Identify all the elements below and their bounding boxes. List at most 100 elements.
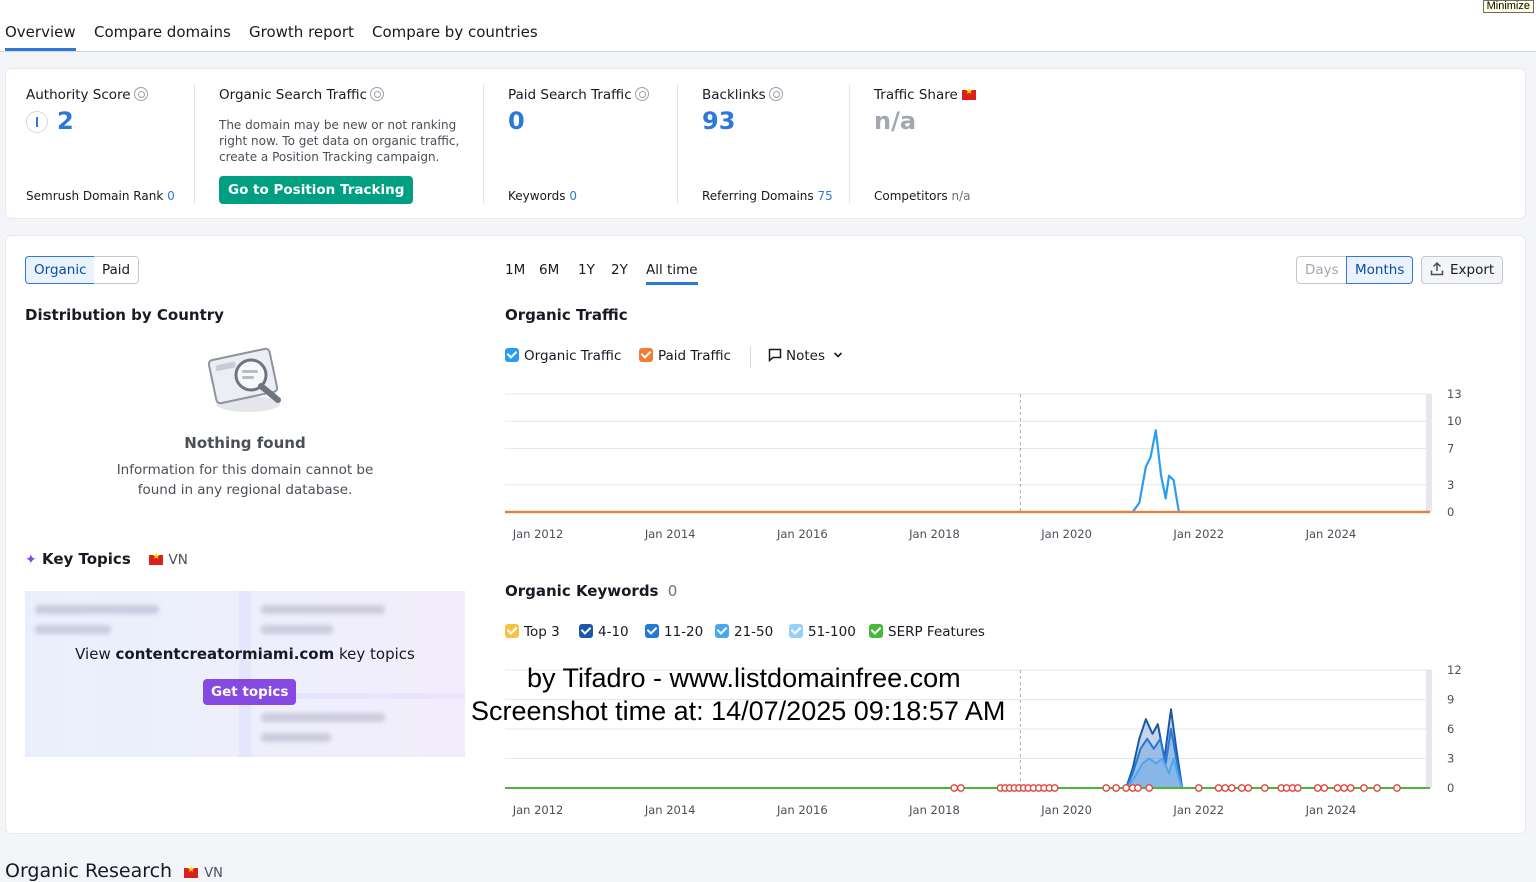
paid-toggle[interactable]: Paid xyxy=(94,256,140,284)
google-update-icon xyxy=(1194,784,1203,792)
blurred-topic-card xyxy=(251,699,465,757)
plot-right-edge xyxy=(1426,670,1432,788)
period-1y[interactable]: 1Y xyxy=(578,262,595,278)
plot-right-edge xyxy=(1426,394,1432,512)
divider xyxy=(849,85,850,203)
semrush-rank-value[interactable]: 0 xyxy=(167,189,175,203)
divider xyxy=(194,85,195,203)
x-tick-label: Jan 2018 xyxy=(908,803,960,817)
google-update-icon xyxy=(1214,784,1223,792)
google-update-icon xyxy=(1333,784,1342,792)
google-update-icon xyxy=(1145,784,1154,792)
organic-traffic-title: Organic Traffic xyxy=(505,306,628,324)
referring-domains: Referring Domains 75 xyxy=(702,189,833,203)
minimize-button[interactable]: Minimize xyxy=(1482,0,1534,13)
legend-top-3[interactable]: Top 3 xyxy=(505,624,560,640)
google-update-icon xyxy=(1293,784,1302,792)
referring-domains-value[interactable]: 75 xyxy=(817,189,833,203)
period-6m[interactable]: 6M xyxy=(539,262,560,278)
x-tick-label: Jan 2018 xyxy=(908,527,960,541)
y-tick-label: 3 xyxy=(1447,478,1454,492)
google-update-icon xyxy=(1373,784,1382,792)
checkbox-checked-icon xyxy=(639,348,653,362)
series-line xyxy=(505,757,1430,789)
tab-compare-domains[interactable]: Compare domains xyxy=(94,23,231,41)
google-update-icon xyxy=(956,784,965,792)
chevron-down-icon xyxy=(833,348,843,358)
google-update-icon xyxy=(1134,784,1142,792)
vietnam-flag-icon xyxy=(149,552,164,565)
traffic-share-value: n/a xyxy=(874,107,917,135)
watermark-line-2: Screenshot time at: 14/07/2025 09:18:57 … xyxy=(471,696,1006,726)
paid-keywords: Keywords 0 xyxy=(508,189,577,203)
legend-21-50[interactable]: 21-50 xyxy=(715,624,773,640)
legend-11-20[interactable]: 11-20 xyxy=(645,624,703,640)
organic-keywords-chart[interactable]: 0 3 6 9 12 Jan 2012 Jan 2014 Jan 2016 Jan 2018 Ja… xyxy=(495,656,1475,826)
y-tick-label: 9 xyxy=(1447,693,1454,707)
nothing-found-title: Nothing found xyxy=(184,434,306,452)
organic-keywords-count: 0 xyxy=(667,582,678,600)
distribution-by-country-title: Distribution by Country xyxy=(25,306,224,324)
report-tabs: Overview Compare domains Growth report C… xyxy=(0,20,1536,52)
days-toggle[interactable]: Days xyxy=(1296,256,1348,284)
checkbox-checked-icon xyxy=(645,624,659,638)
export-button[interactable]: Export xyxy=(1421,256,1504,284)
vietnam-flag-icon xyxy=(184,865,199,878)
y-tick-label: 13 xyxy=(1447,387,1462,401)
notes-dropdown[interactable]: Notes xyxy=(768,348,843,364)
checkbox-checked-icon xyxy=(715,624,729,638)
legend-4-10[interactable]: 4-10 xyxy=(579,624,629,640)
period-1m[interactable]: 1M xyxy=(505,262,526,278)
tab-overview[interactable]: Overview xyxy=(5,22,76,51)
blurred-topic-card xyxy=(25,591,239,757)
go-to-position-tracking-button[interactable]: Go to Position Tracking xyxy=(219,176,414,204)
tab-compare-by-countries[interactable]: Compare by countries xyxy=(372,23,538,41)
google-update-icon xyxy=(1102,784,1111,792)
x-tick-label: Jan 2024 xyxy=(1305,527,1357,541)
help-icon[interactable] xyxy=(634,87,649,101)
y-tick-label: 0 xyxy=(1447,781,1454,795)
backlinks-value[interactable]: 93 xyxy=(702,107,736,135)
period-2y[interactable]: 2Y xyxy=(611,262,628,278)
paid-keywords-value[interactable]: 0 xyxy=(569,189,577,203)
y-tick-label: 3 xyxy=(1447,752,1454,766)
organic-research-title: Organic Research VN xyxy=(5,860,223,882)
paid-search-traffic-value[interactable]: 0 xyxy=(508,107,525,135)
google-update-icon xyxy=(1360,784,1368,792)
organic-traffic-chart[interactable]: 0 3 7 10 13 Jan 2012 Jan 2014 Jan 2016 Jan 2018 J… xyxy=(495,380,1475,550)
authority-score-value[interactable]: 2 xyxy=(57,107,74,135)
divider xyxy=(677,85,678,203)
x-tick-label: Jan 2016 xyxy=(776,803,828,817)
x-tick-label: Jan 2016 xyxy=(776,527,828,541)
series-area xyxy=(505,758,1430,788)
organic-toggle[interactable]: Organic xyxy=(25,256,96,284)
google-update-icon xyxy=(1227,784,1236,792)
x-tick-label: Jan 2014 xyxy=(644,803,696,817)
help-icon[interactable] xyxy=(370,87,385,101)
legend-paid-traffic[interactable]: Paid Traffic xyxy=(639,348,731,364)
checkbox-checked-icon xyxy=(869,624,883,638)
google-update-icon xyxy=(1244,784,1253,792)
period-all-time[interactable]: All time xyxy=(646,262,698,285)
paid-search-traffic-label: Paid Search Traffic xyxy=(508,87,649,103)
tab-growth-report[interactable]: Growth report xyxy=(249,23,354,41)
months-toggle[interactable]: Months xyxy=(1346,256,1414,284)
checkbox-checked-icon xyxy=(505,624,519,638)
google-update-icon xyxy=(1050,784,1059,792)
x-tick-label: Jan 2020 xyxy=(1040,527,1092,541)
legend-organic-traffic[interactable]: Organic Traffic xyxy=(505,348,621,364)
get-topics-button[interactable]: Get topics xyxy=(203,679,297,705)
traffic-share-label: Traffic Share xyxy=(874,87,977,103)
google-update-icon xyxy=(950,784,959,792)
y-tick-label: 7 xyxy=(1447,441,1454,455)
nothing-found-description: Information for this domain cannot be fo… xyxy=(116,462,374,498)
legend-serp-features[interactable]: SERP Features xyxy=(869,624,985,640)
help-icon[interactable] xyxy=(768,87,783,101)
authority-score-label: Authority Score xyxy=(26,87,148,103)
legend-51-100[interactable]: 51-100 xyxy=(789,624,856,640)
help-icon[interactable] xyxy=(133,87,148,101)
metrics-panel: Authority Score 2 Semrush Domain Rank 0 … xyxy=(5,68,1526,219)
checkbox-checked-icon xyxy=(789,624,803,638)
competitors: Competitors n/a xyxy=(874,189,971,203)
y-tick-label: 10 xyxy=(1447,414,1462,428)
